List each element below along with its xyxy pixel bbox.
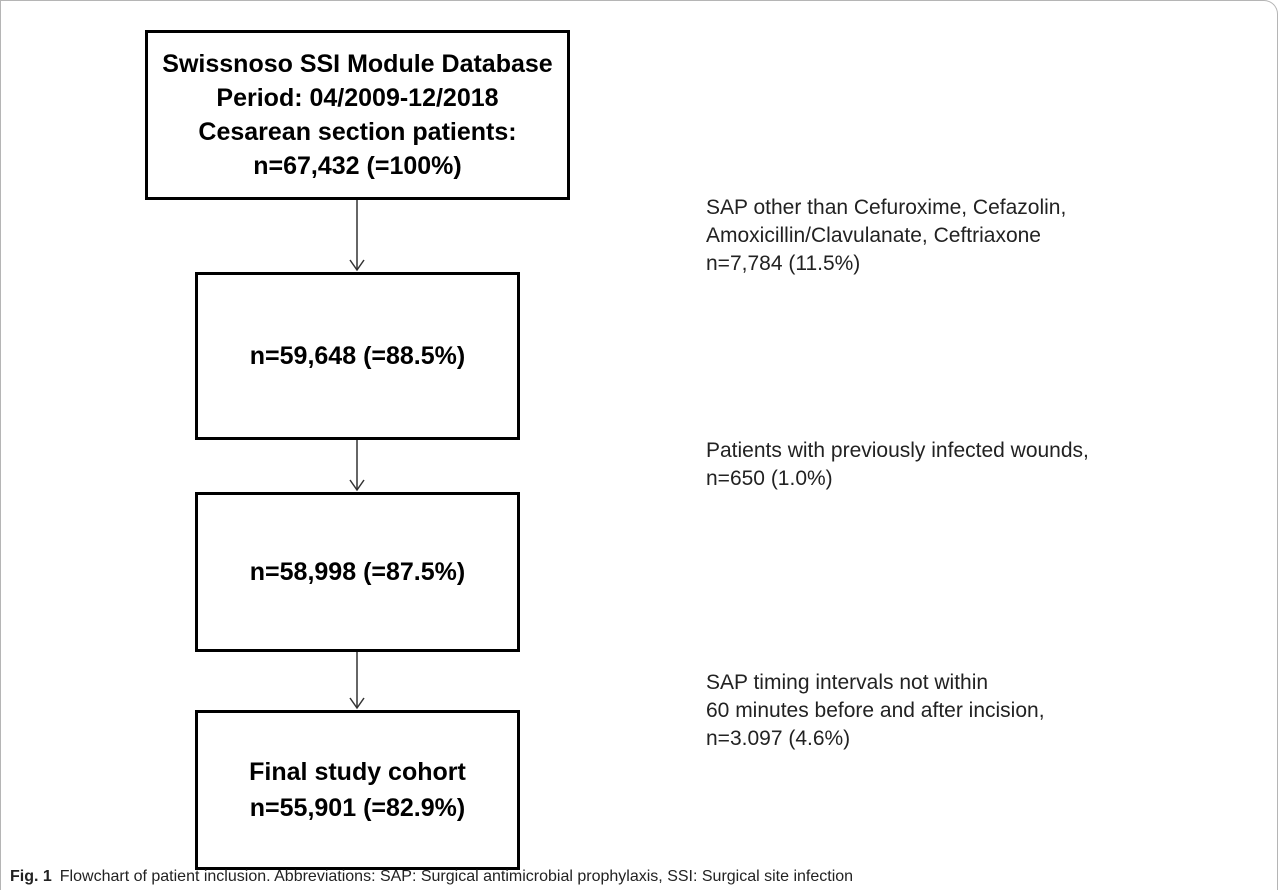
exclusion-3-line-1: SAP timing intervals not within [706,671,989,694]
exclusion-note-infected-wounds: Patients with previously infected wounds… [706,437,1089,493]
source-line-2: Period: 04/2009-12/2018 [216,84,499,112]
exclusion-1-line-2: Amoxicillin/Clavulanate, Ceftriaxone [706,224,1041,247]
exclusion-1-line-3: n=7,784 (11.5%) [706,252,861,275]
figure-caption: Fig. 1 Flowchart of patient inclusion. Ab… [10,868,853,886]
step2-label: n=59,648 (=88.5%) [249,341,466,370]
final-line-2: n=55,901 (=82.9%) [249,794,466,822]
source-line-4: n=67,432 (=100%) [253,152,462,180]
exclusion-note-sap-type: SAP other than Cefuroxime, Cefazolin, Am… [706,194,1066,278]
final-cohort-box: Final study cohort n=55,901 (=82.9%) [195,710,520,870]
exclusion-3-line-2: 60 minutes before and after incision, [706,699,1045,722]
exclusion-2-line-1: Patients with previously infected wounds… [706,439,1089,462]
figure-caption-text: Flowchart of patient inclusion. Abbrevia… [59,868,854,885]
final-line-1: Final study cohort [249,758,466,786]
exclusion-2-line-2: n=650 (1.0%) [706,467,833,490]
exclusion-note-sap-timing: SAP timing intervals not within 60 minut… [706,669,1045,753]
source-line-3: Cesarean section patients: [198,118,517,146]
exclusion-1-line-1: SAP other than Cefuroxime, Cefazolin, [706,196,1067,219]
after-infected-wounds-exclusion-box: n=58,998 (=87.5%) [195,492,520,652]
source-line-1: Swissnoso SSI Module Database [162,50,553,78]
figure-label: Fig. 1 [10,868,52,885]
exclusion-3-line-3: n=3.097 (4.6%) [706,727,851,750]
source-population-box: Swissnoso SSI Module Database Period: 04… [145,30,570,200]
after-sap-exclusion-box: n=59,648 (=88.5%) [195,272,520,440]
step3-label: n=58,998 (=87.5%) [249,557,466,586]
